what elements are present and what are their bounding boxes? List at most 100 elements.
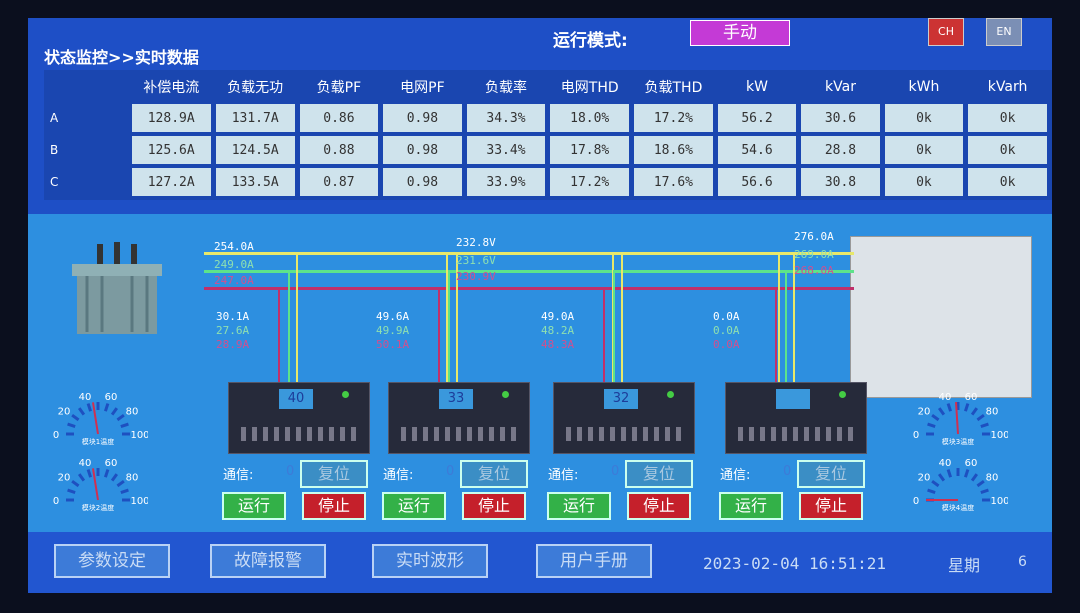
column-header: kVar: [825, 79, 856, 95]
reset-button[interactable]: 复位: [797, 460, 865, 488]
stop-button[interactable]: 停止: [302, 492, 366, 520]
fault-alarm-button[interactable]: 故障报警: [210, 544, 326, 578]
data-cell: 17.2%: [550, 168, 630, 196]
comm-label: 通信:: [223, 468, 254, 483]
comm-value: 0: [783, 464, 792, 479]
gauge-tick-label: 0: [913, 430, 919, 441]
module-vents: [241, 427, 357, 441]
lang-cn-button[interactable]: CH: [928, 18, 964, 46]
run-button[interactable]: 运行: [382, 492, 446, 520]
stop-button[interactable]: 停止: [799, 492, 863, 520]
gauge-tick-label: 0: [913, 496, 919, 507]
data-cell: 0k: [968, 136, 1047, 164]
gauge-tick-label: 20: [58, 472, 71, 483]
user-manual-button[interactable]: 用户手册: [536, 544, 652, 578]
gauge-tick-label: 100: [130, 430, 148, 441]
data-cell: 0.87: [299, 168, 379, 196]
column-header: kW: [746, 79, 768, 95]
column-header: 电网THD: [560, 80, 619, 96]
gauge-tick-label: 20: [918, 472, 931, 483]
source-current-c: 247.0A: [214, 274, 254, 287]
comm-label: 通信:: [720, 468, 751, 483]
run-button[interactable]: 运行: [547, 492, 611, 520]
data-cell: 125.6A: [131, 136, 211, 164]
voltage-a: 232.8V: [456, 236, 496, 249]
realtime-waveform-button[interactable]: 实时波形: [372, 544, 488, 578]
module-display: 40: [279, 389, 313, 409]
status-led-icon: [667, 391, 674, 398]
module-current: 0.0A: [713, 338, 740, 351]
temperature-gauge: 0 20 40 60 80 100 模块3温度: [913, 392, 1008, 446]
data-cell: 133.5A: [215, 168, 295, 196]
data-cell: 128.9A: [131, 104, 211, 132]
reset-button[interactable]: 复位: [625, 460, 693, 488]
data-cell: 54.6: [717, 136, 797, 164]
stop-button[interactable]: 停止: [462, 492, 526, 520]
datetime: 2023-02-04 16:51:21: [703, 554, 887, 573]
data-cell: 18.0%: [550, 104, 630, 132]
stop-button[interactable]: 停止: [627, 492, 691, 520]
lang-en-button[interactable]: EN: [986, 18, 1022, 46]
reset-button[interactable]: 复位: [300, 460, 368, 488]
comm-value: 0: [611, 464, 620, 479]
module-current: 0.0A: [713, 310, 740, 323]
gauge-tick-label: 20: [58, 406, 71, 417]
gauge-tick-label: 80: [126, 472, 139, 483]
data-cell: 28.8: [801, 136, 880, 164]
data-cell: 131.7A: [215, 104, 295, 132]
phase-label: C: [50, 175, 59, 189]
status-led-icon: [839, 391, 846, 398]
gauge-tick-label: 40: [79, 392, 92, 403]
module-vents: [401, 427, 517, 441]
gauge-label: 模块2温度: [82, 503, 114, 512]
gauge-label: 模块4温度: [942, 503, 974, 512]
gauge-tick-label: 60: [105, 392, 118, 403]
phase-label: B: [50, 143, 59, 157]
data-cell: 17.6%: [634, 168, 713, 196]
data-cell: 33.9%: [466, 168, 546, 196]
feeder-line: [785, 270, 787, 384]
run-button[interactable]: 运行: [719, 492, 783, 520]
data-cell: 0.98: [383, 136, 462, 164]
data-cell: 17.8%: [550, 136, 630, 164]
svg-module: 40: [228, 382, 370, 454]
data-cell: 33.4%: [466, 136, 546, 164]
run-mode-button[interactable]: 手动: [690, 20, 790, 46]
temperature-gauge: 0 20 40 60 80 100 模块2温度: [53, 458, 148, 512]
feeder-line: [446, 252, 448, 382]
page-title: 状态监控>>实时数据: [44, 48, 199, 67]
load-current-a: 276.0A: [794, 230, 834, 243]
feeder-line: [793, 252, 795, 384]
realtime-data-table: 补偿电流 负载无功 负载PF 电网PF 负载率 电网THD 负载THD kW kVar kWh kV…: [44, 70, 1052, 200]
data-cell: 0k: [968, 104, 1047, 132]
data-cell: 17.2%: [634, 104, 713, 132]
parameter-settings-button[interactable]: 参数设定: [54, 544, 170, 578]
feeder-line: [438, 287, 440, 384]
module-current: 48.3A: [541, 338, 575, 351]
data-cell: 0.98: [383, 168, 462, 196]
source-current-a: 254.0A: [214, 240, 254, 253]
module-current: 49.9A: [376, 324, 410, 337]
gauge-tick-label: 60: [965, 458, 978, 469]
voltage-c: 230.9V: [456, 270, 496, 283]
column-header: 负载率: [484, 80, 527, 96]
module-vents: [566, 427, 682, 441]
bus-phase-a: [204, 252, 854, 255]
reset-button[interactable]: 复位: [460, 460, 528, 488]
run-button[interactable]: 运行: [222, 492, 286, 520]
weekday-label: 星期: [948, 556, 981, 575]
status-led-icon: [502, 391, 509, 398]
gauge-label: 模块3温度: [942, 437, 974, 446]
module-current: 27.6A: [216, 324, 250, 337]
column-header: 负载THD: [644, 80, 703, 96]
data-cell: 0k: [884, 104, 964, 132]
gauge-tick-label: 0: [53, 496, 59, 507]
phase-header: [49, 74, 127, 100]
voltage-b: 231.6V: [456, 254, 496, 267]
data-cell: 127.2A: [131, 168, 211, 196]
load-current-b: 269.0A: [794, 248, 834, 261]
data-cell: 18.6%: [634, 136, 713, 164]
load-current-c: 268.0A: [794, 264, 834, 277]
svg-module: 33: [388, 382, 530, 454]
gauge-needle: [92, 468, 99, 501]
